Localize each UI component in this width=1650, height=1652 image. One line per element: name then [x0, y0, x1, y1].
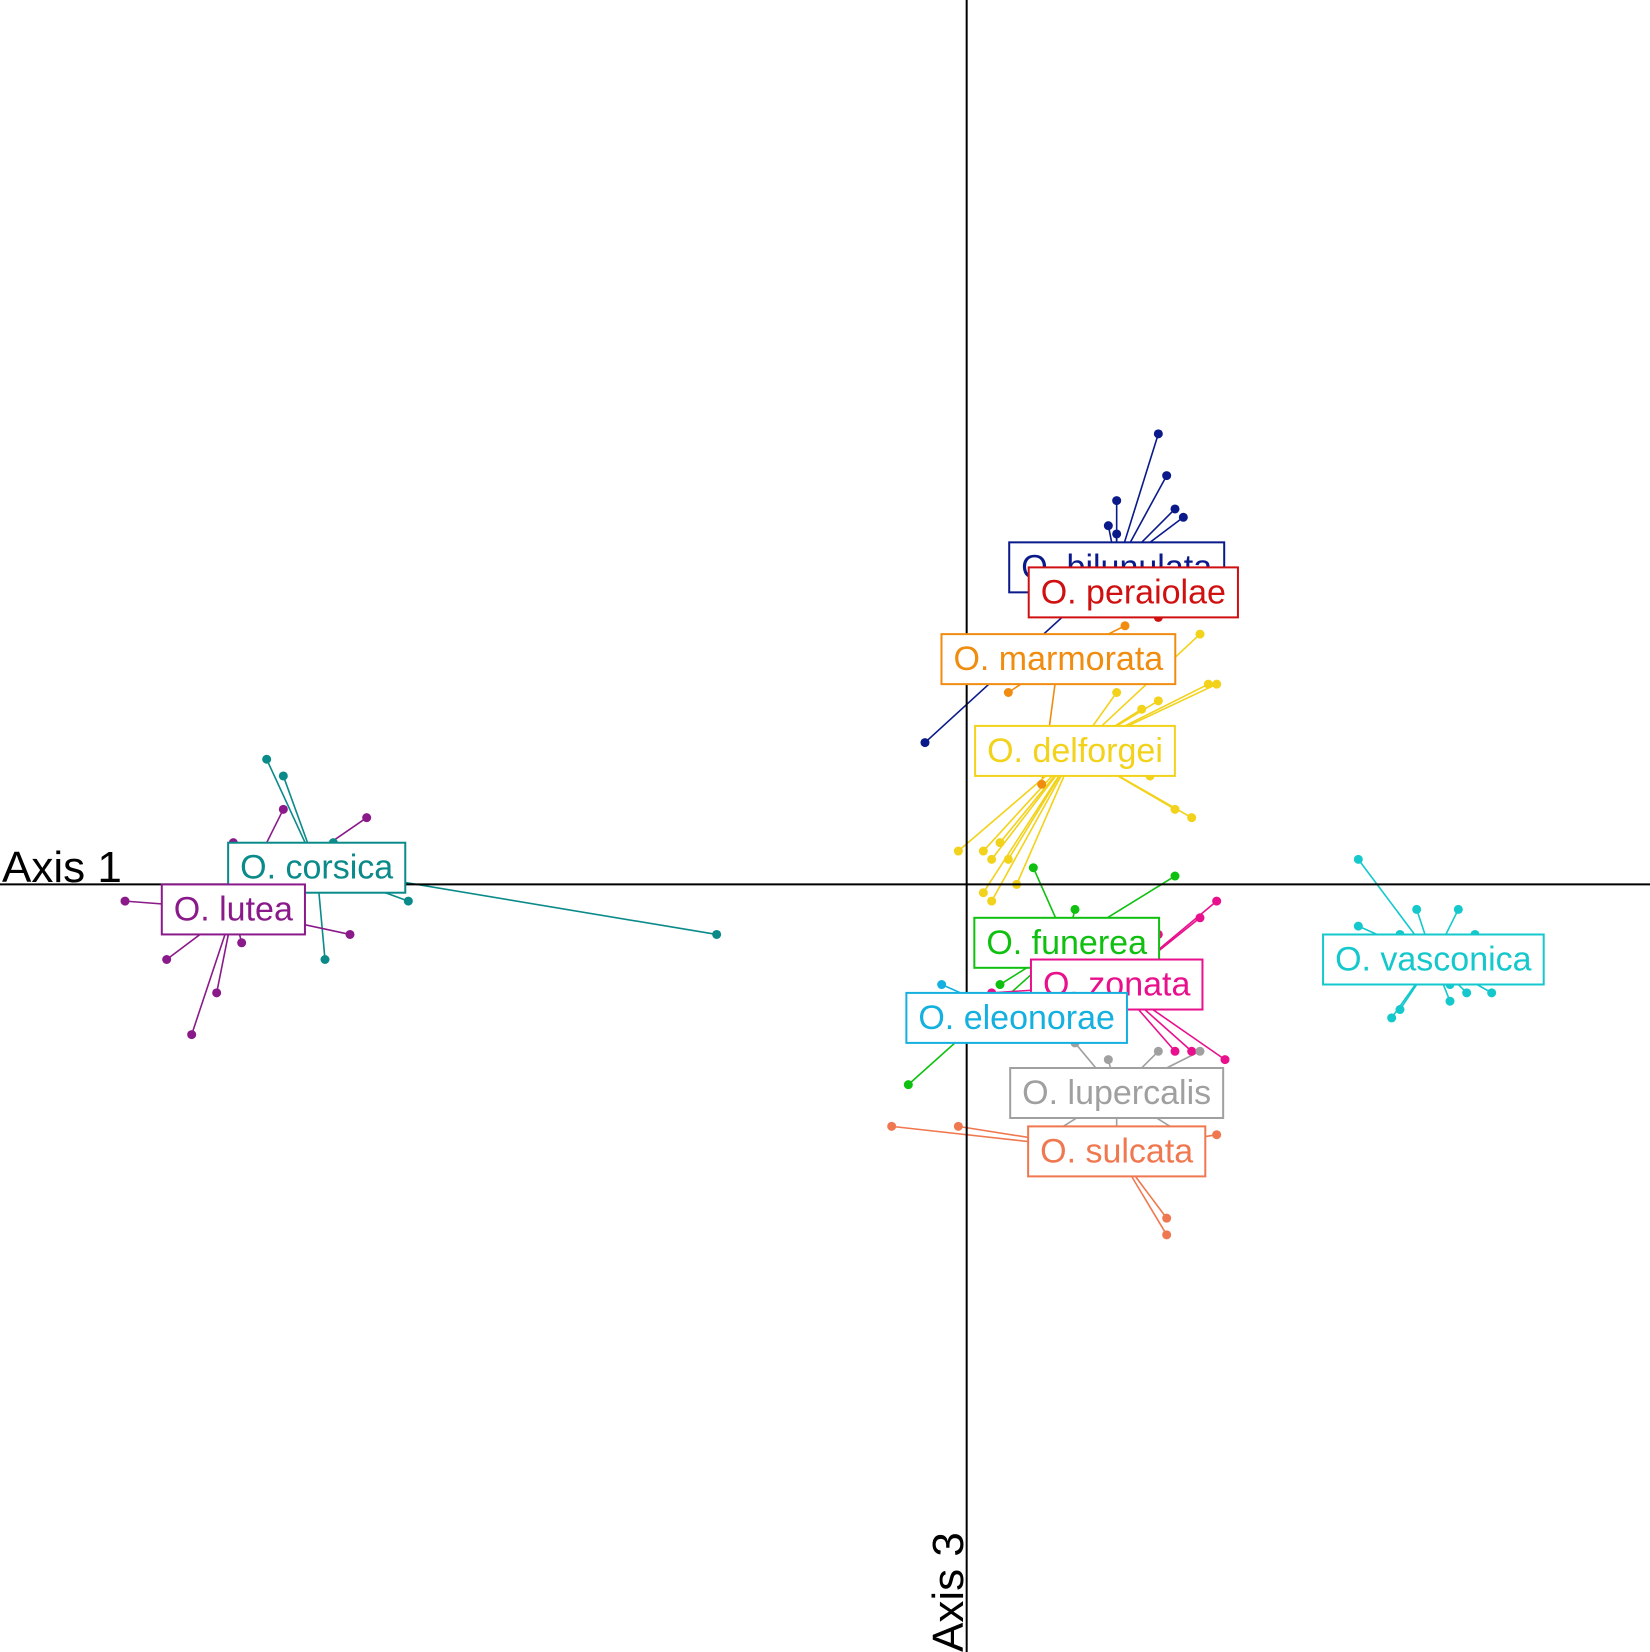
data-point-o-funerea	[1170, 871, 1180, 881]
data-point-o-bilunulata	[920, 738, 930, 748]
data-point-o-delforgei	[1187, 813, 1197, 823]
data-point-o-delforgei	[995, 838, 1005, 848]
data-point-o-vasconica	[1412, 904, 1422, 914]
data-point-o-bilunulata	[1112, 529, 1122, 539]
data-point-o-vasconica	[1487, 988, 1497, 998]
data-point-o-lupercalis	[1153, 1046, 1163, 1056]
data-point-o-sulcata	[953, 1121, 963, 1131]
data-point-o-marmorata	[1037, 779, 1047, 789]
group-label-o-eleonorae: O. eleonorae	[905, 991, 1128, 1044]
data-point-o-zonata	[1170, 1046, 1180, 1056]
x-axis-title: Axis 1	[2, 843, 122, 892]
data-point-o-bilunulata	[1103, 521, 1113, 531]
group-label-text: O. eleonorae	[918, 999, 1115, 1037]
group-label-text: O. corsica	[240, 849, 393, 887]
group-label-o-marmorata: O. marmorata	[940, 633, 1177, 686]
data-point-o-delforgei	[953, 846, 963, 856]
data-point-o-vasconica	[1395, 1005, 1405, 1015]
data-point-o-corsica	[320, 954, 330, 964]
data-point-o-marmorata	[1003, 688, 1013, 698]
group-label-box	[160, 883, 306, 936]
data-point-o-delforgei	[1137, 704, 1147, 714]
group-label-box	[1027, 566, 1239, 619]
data-point-o-delforgei	[978, 846, 988, 856]
data-point-o-lutea	[237, 938, 247, 948]
data-point-o-bilunulata	[1153, 429, 1163, 439]
group-label-text: O. vasconica	[1335, 940, 1532, 978]
data-point-o-lutea	[120, 896, 130, 906]
data-point-o-lutea	[362, 813, 372, 823]
data-point-o-eleonorae	[937, 980, 947, 990]
data-point-o-bilunulata	[1178, 512, 1188, 522]
data-point-o-bilunulata	[1170, 504, 1180, 514]
group-label-text: O. lutea	[174, 890, 293, 928]
data-point-o-vasconica	[1353, 921, 1363, 931]
data-point-o-vasconica	[1353, 854, 1363, 864]
group-label-text: O. delforgei	[987, 732, 1163, 770]
y-axis-title: Axis 3	[924, 1532, 973, 1652]
data-point-o-zonata	[1220, 1055, 1230, 1065]
data-point-o-lutea	[278, 804, 288, 814]
data-point-o-delforgei	[1003, 854, 1013, 864]
group-label-text: O. marmorata	[953, 640, 1163, 678]
data-point-o-zonata	[1195, 913, 1205, 923]
group-label-o-sulcata: O. sulcata	[1027, 1125, 1207, 1178]
group-label-text: O. funerea	[986, 924, 1147, 962]
group-label-o-lutea: O. lutea	[160, 883, 306, 936]
data-point-o-zonata	[1187, 1046, 1197, 1056]
group-label-box	[1009, 1066, 1225, 1119]
data-point-o-corsica	[278, 771, 288, 781]
data-point-o-delforgei	[1112, 688, 1122, 698]
data-point-o-vasconica	[1387, 1013, 1397, 1023]
group-label-box	[1322, 933, 1545, 986]
data-point-o-bilunulata	[1162, 471, 1172, 481]
data-point-o-sulcata	[1212, 1130, 1222, 1140]
data-point-o-delforgei	[987, 896, 997, 906]
group-label-text: O. lupercalis	[1022, 1074, 1211, 1112]
group-label-box	[1027, 1125, 1207, 1178]
data-point-o-lupercalis	[1103, 1055, 1113, 1065]
data-points-layer	[120, 429, 1497, 1240]
data-point-o-marmorata	[1120, 621, 1130, 631]
group-label-o-delforgei: O. delforgei	[974, 724, 1176, 777]
data-point-o-lutea	[187, 1030, 197, 1040]
group-label-text: O. peraiolae	[1041, 573, 1226, 611]
group-label-text: O. sulcata	[1040, 1132, 1193, 1170]
data-point-o-vasconica	[1462, 988, 1472, 998]
data-point-o-funerea	[995, 980, 1005, 990]
data-point-o-corsica	[403, 896, 413, 906]
data-point-o-funerea	[1028, 863, 1038, 873]
group-label-o-peraiolae: O. peraiolae	[1027, 566, 1239, 619]
data-point-o-vasconica	[1453, 904, 1463, 914]
data-point-o-delforgei	[1195, 629, 1205, 639]
spoke-lines-layer	[124, 433, 1493, 1236]
data-point-o-funerea	[903, 1080, 913, 1090]
group-label-o-vasconica: O. vasconica	[1322, 933, 1545, 986]
data-point-o-delforgei	[987, 854, 997, 864]
group-label-box	[905, 991, 1128, 1044]
data-point-o-sulcata	[887, 1121, 897, 1131]
data-point-o-delforgei	[1203, 679, 1213, 689]
data-point-o-lutea	[345, 929, 355, 939]
data-point-o-delforgei	[1153, 696, 1163, 706]
group-label-o-lupercalis: O. lupercalis	[1009, 1066, 1225, 1119]
data-point-o-bilunulata	[1112, 496, 1122, 506]
data-point-o-lutea	[162, 954, 172, 964]
data-point-o-lutea	[212, 988, 222, 998]
data-point-o-sulcata	[1162, 1230, 1172, 1240]
group-label-box	[940, 633, 1177, 686]
data-point-o-sulcata	[1162, 1213, 1172, 1223]
data-point-o-zonata	[1212, 896, 1222, 906]
data-point-o-vasconica	[1445, 996, 1455, 1006]
data-point-o-delforgei	[1170, 804, 1180, 814]
data-point-o-corsica	[262, 754, 272, 764]
data-point-o-lupercalis	[1195, 1046, 1205, 1056]
data-point-o-delforgei	[978, 888, 988, 898]
data-point-o-funerea	[1070, 904, 1080, 914]
data-point-o-corsica	[712, 929, 722, 939]
data-point-o-delforgei	[1212, 679, 1222, 689]
group-label-box	[974, 724, 1176, 777]
